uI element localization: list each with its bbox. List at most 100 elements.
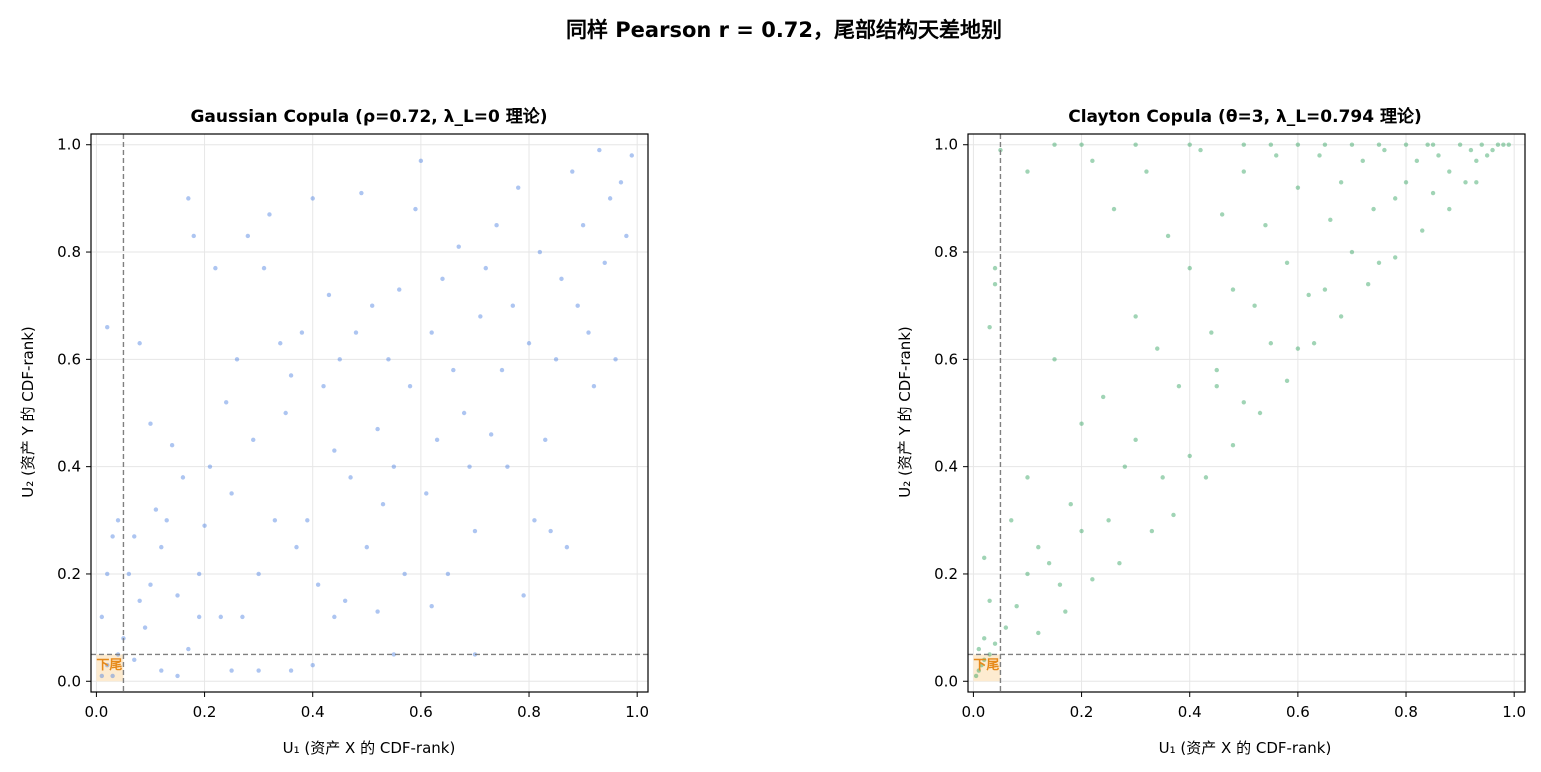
scatter-point	[397, 287, 402, 292]
scatter-point	[1349, 249, 1355, 255]
scatter-point	[229, 668, 234, 673]
scatter-point	[553, 357, 559, 362]
scatter-point	[1376, 260, 1382, 265]
scatter-point	[272, 518, 278, 523]
scatter-point	[1463, 180, 1468, 185]
scatter-point	[353, 330, 359, 335]
scatter-point	[110, 673, 115, 679]
x-axis-label: U₁ (资产 X 的 CDF-rank)	[283, 739, 456, 757]
x-tick-label: 0.2	[193, 703, 217, 721]
x-tick-label: 1.0	[1502, 703, 1526, 721]
scatter-point	[1025, 571, 1030, 577]
y-tick-label: 0.0	[57, 672, 81, 690]
scatter-point	[105, 662, 110, 668]
scatter-point	[1268, 341, 1274, 346]
scatter-point	[992, 641, 998, 646]
scatter-point	[543, 437, 548, 443]
scatter-point	[1160, 475, 1165, 480]
scatter-point	[294, 544, 299, 550]
scatter-point	[532, 518, 537, 523]
scatter-point	[1003, 625, 1009, 630]
scatter-point	[629, 153, 634, 158]
scatter-point	[1230, 287, 1236, 292]
scatter-point	[137, 598, 142, 603]
scatter-point	[1241, 142, 1246, 147]
lower-tail-label: 下尾	[973, 658, 999, 673]
scatter-point	[364, 544, 369, 550]
scatter-point	[1484, 153, 1490, 158]
scatter-point	[105, 324, 110, 330]
scatter-point	[472, 652, 478, 657]
scatter-point	[575, 303, 580, 308]
scatter-point	[159, 544, 164, 550]
scatter-point	[240, 614, 245, 620]
scatter-point	[548, 528, 553, 534]
scatter-point	[126, 571, 132, 577]
scatter-point	[1241, 400, 1246, 405]
scatter-point	[570, 169, 575, 174]
scatter-point	[586, 330, 591, 335]
scatter-point	[1447, 206, 1452, 212]
scatter-point	[613, 357, 618, 362]
scatter-point	[1430, 190, 1436, 196]
chart-title: Clayton Copula (θ=3, λ_L=0.794 理论)	[1068, 106, 1422, 127]
scatter-point	[1117, 561, 1122, 566]
scatter-point	[1209, 330, 1214, 335]
scatter-point	[1457, 142, 1463, 147]
scatter-point	[1063, 609, 1068, 614]
scatter-point	[1090, 577, 1095, 582]
scatter-point	[445, 571, 451, 577]
y-tick-label: 0.4	[57, 458, 81, 476]
scatter-point	[580, 223, 586, 228]
x-tick-label: 0.6	[1286, 703, 1310, 721]
scatter-point	[148, 582, 153, 587]
scatter-point	[1252, 303, 1257, 308]
scatter-point	[186, 646, 191, 652]
scatter-point	[987, 324, 992, 330]
scatter-point	[110, 534, 115, 539]
scatter-point	[1501, 142, 1506, 147]
scatter-point	[1495, 142, 1501, 147]
scatter-point	[115, 518, 121, 523]
scatter-point	[1176, 383, 1182, 389]
scatter-point	[315, 582, 321, 587]
scatter-point	[1187, 142, 1192, 147]
scatter-point	[1214, 383, 1219, 389]
scatter-point	[175, 593, 180, 598]
scatter-point	[472, 528, 478, 534]
scatter-point	[1338, 180, 1344, 185]
scatter-point	[1133, 142, 1138, 147]
scatter-point	[440, 276, 445, 282]
scatter-point	[370, 303, 375, 308]
scatter-point	[1306, 292, 1311, 298]
scatter-point	[148, 421, 153, 426]
scatter-point	[478, 314, 483, 319]
scatter-point	[413, 206, 418, 212]
scatter-point	[1436, 153, 1441, 158]
scatter-point	[1230, 442, 1236, 448]
y-tick-label: 0.2	[57, 565, 81, 583]
scatter-point	[591, 383, 597, 389]
scatter-point	[1025, 169, 1030, 174]
scatter-point	[1506, 142, 1511, 147]
y-tick-label: 0.2	[934, 565, 958, 583]
scatter-point	[375, 426, 380, 432]
scatter-point	[434, 437, 440, 443]
y-tick-label: 1.0	[934, 136, 958, 154]
clayton-copula-panel: Clayton Copula (θ=3, λ_L=0.794 理论) U₁ (资…	[896, 106, 1526, 757]
scatter-point	[1328, 217, 1333, 223]
scatter-point	[1009, 518, 1014, 523]
chart-title: Gaussian Copula (ρ=0.72, λ_L=0 理论)	[190, 106, 547, 127]
scatter-point	[1203, 475, 1209, 480]
scatter-point	[1100, 394, 1106, 400]
y-tick-label: 0.8	[57, 243, 81, 261]
scatter-point	[251, 437, 256, 443]
scatter-point	[278, 341, 283, 346]
scatter-point	[1338, 314, 1344, 319]
scatter-point	[559, 276, 564, 282]
scatter-point	[1371, 206, 1376, 212]
scatter-point	[1133, 437, 1138, 443]
scatter-point	[973, 673, 979, 679]
scatter-point	[1425, 142, 1430, 147]
